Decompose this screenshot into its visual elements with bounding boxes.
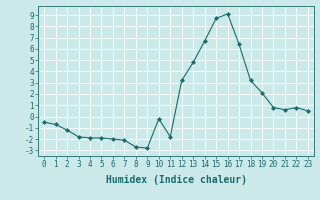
X-axis label: Humidex (Indice chaleur): Humidex (Indice chaleur) [106, 175, 246, 185]
